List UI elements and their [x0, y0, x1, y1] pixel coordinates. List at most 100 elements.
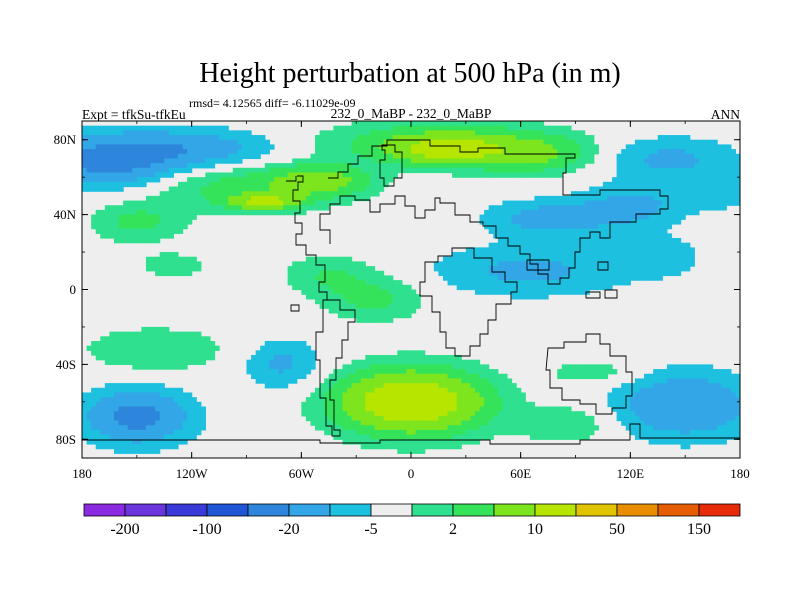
contour-cell — [442, 275, 449, 281]
contour-cell — [132, 364, 138, 370]
contour-cell — [726, 181, 732, 188]
contour-cell — [735, 158, 740, 164]
contour-cell — [328, 275, 334, 281]
contour-cell — [447, 397, 453, 403]
contour-cell — [251, 172, 257, 178]
contour-cell — [150, 214, 156, 220]
contour-cell — [634, 200, 641, 206]
contour-cell — [237, 195, 243, 202]
contour-cell — [543, 261, 549, 267]
contour-cell — [730, 392, 737, 398]
contour-cell — [602, 247, 609, 253]
contour-cell — [538, 284, 545, 291]
contour-cell — [177, 387, 184, 394]
contour-cell — [621, 242, 627, 248]
contour-cell — [689, 411, 695, 417]
contour-cell — [86, 144, 92, 150]
contour-cell — [470, 383, 476, 389]
contour-cell — [694, 383, 700, 389]
contour-cell — [182, 163, 188, 169]
contour-cell — [415, 383, 421, 389]
contour-cell — [511, 200, 517, 206]
contour-cell — [648, 205, 654, 211]
contour-cell — [493, 420, 499, 426]
contour-cell — [552, 284, 558, 291]
contour-cell — [516, 130, 522, 136]
contour-cell — [616, 411, 622, 417]
contour-cell — [351, 429, 357, 436]
contour-cell — [644, 397, 650, 403]
contour-cell — [648, 401, 654, 408]
contour-cell — [529, 289, 535, 295]
contour-cell — [109, 186, 115, 192]
contour-cell — [123, 125, 129, 131]
contour-cell — [593, 369, 599, 375]
contour-cell — [456, 261, 462, 267]
contour-cell — [319, 298, 325, 305]
contour-cell — [602, 369, 609, 375]
contour-cell — [374, 158, 380, 164]
contour-cell — [228, 144, 234, 150]
contour-cell — [328, 280, 334, 286]
contour-cell — [337, 167, 344, 174]
contour-cell — [406, 406, 412, 412]
contour-cell — [136, 205, 142, 211]
contour-cell — [173, 144, 179, 150]
contour-cell — [342, 125, 348, 131]
contour-cell — [260, 355, 266, 361]
contour-cell — [118, 415, 124, 422]
contour-cell — [406, 153, 412, 160]
contour-cell — [666, 256, 673, 263]
contour-cell — [104, 167, 111, 174]
contour-cell — [493, 125, 499, 131]
contour-cell — [625, 200, 631, 206]
contour-cell — [717, 378, 723, 384]
contour-cell — [337, 266, 344, 272]
contour-cell — [593, 256, 599, 263]
contour-cell — [123, 401, 129, 408]
contour-cell — [141, 420, 147, 426]
contour-cell — [164, 256, 170, 263]
contour-cell — [516, 228, 522, 234]
contour-cell — [644, 223, 650, 230]
contour-cell — [726, 172, 732, 178]
contour-cell — [356, 270, 362, 277]
contour-cell — [287, 355, 293, 361]
contour-cell — [196, 144, 202, 150]
contour-cell — [177, 153, 184, 160]
contour-cell — [132, 177, 138, 183]
contour-cell — [118, 172, 124, 178]
contour-cell — [676, 186, 682, 192]
contour-cell — [516, 247, 522, 253]
contour-cell — [145, 223, 152, 230]
contour-cell — [644, 415, 650, 422]
contour-cell — [534, 135, 540, 141]
contour-cell — [411, 378, 417, 384]
contour-cell — [689, 149, 695, 155]
contour-cell — [159, 149, 165, 155]
contour-cell — [662, 163, 668, 169]
contour-cell — [465, 364, 471, 370]
contour-cell — [694, 158, 700, 164]
contour-cell — [118, 233, 124, 239]
contour-cell — [493, 163, 499, 169]
contour-cell — [91, 139, 97, 145]
contour-cell — [452, 401, 458, 408]
contour-cell — [589, 191, 595, 197]
contour-cell — [621, 256, 627, 263]
contour-cell — [278, 177, 284, 183]
contour-cell — [342, 308, 348, 314]
contour-cell — [136, 425, 142, 431]
contour-cell — [260, 369, 266, 375]
contour-cell — [575, 256, 581, 263]
contour-cell — [123, 387, 129, 394]
contour-cell — [474, 172, 481, 178]
contour-cell — [342, 294, 348, 300]
contour-cell — [379, 415, 385, 422]
contour-cell — [310, 397, 316, 403]
contour-cell — [584, 228, 590, 234]
contour-cell — [589, 284, 595, 291]
contour-cell — [168, 209, 174, 216]
contour-cell — [164, 130, 170, 136]
contour-cell — [712, 397, 718, 403]
